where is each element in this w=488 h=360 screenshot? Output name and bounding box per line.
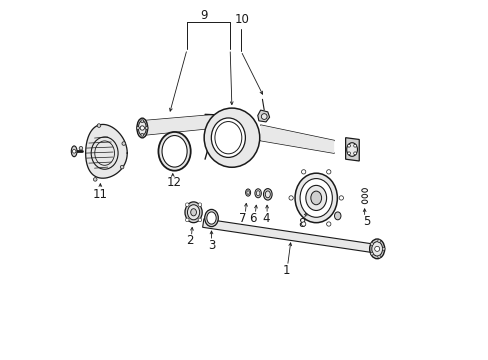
- Ellipse shape: [310, 191, 321, 205]
- Circle shape: [374, 246, 379, 251]
- Text: 2: 2: [186, 234, 193, 247]
- Ellipse shape: [71, 146, 77, 157]
- Circle shape: [198, 218, 201, 222]
- Circle shape: [353, 152, 356, 155]
- Polygon shape: [260, 125, 333, 153]
- Circle shape: [377, 239, 380, 242]
- Ellipse shape: [245, 189, 250, 196]
- Circle shape: [185, 203, 189, 207]
- Circle shape: [326, 170, 330, 174]
- Circle shape: [120, 165, 123, 169]
- Ellipse shape: [294, 173, 337, 223]
- Ellipse shape: [254, 189, 261, 198]
- Ellipse shape: [300, 179, 332, 217]
- Polygon shape: [202, 219, 372, 252]
- Ellipse shape: [204, 210, 218, 226]
- Text: 7: 7: [239, 212, 246, 225]
- Circle shape: [353, 144, 356, 147]
- Circle shape: [122, 142, 125, 145]
- Circle shape: [141, 134, 143, 136]
- Ellipse shape: [162, 135, 187, 167]
- Circle shape: [145, 127, 148, 130]
- Circle shape: [97, 124, 101, 127]
- Ellipse shape: [203, 108, 259, 167]
- Ellipse shape: [187, 205, 199, 220]
- Circle shape: [141, 120, 143, 123]
- Polygon shape: [85, 125, 127, 178]
- Ellipse shape: [206, 212, 216, 224]
- Polygon shape: [345, 138, 359, 161]
- Polygon shape: [257, 110, 269, 122]
- Text: 4: 4: [262, 212, 269, 225]
- Ellipse shape: [246, 191, 249, 194]
- Circle shape: [301, 170, 305, 174]
- Circle shape: [339, 196, 343, 200]
- Polygon shape: [142, 115, 214, 135]
- Text: 6: 6: [248, 212, 256, 225]
- Circle shape: [185, 218, 189, 222]
- Circle shape: [136, 127, 139, 130]
- Ellipse shape: [138, 121, 146, 135]
- Circle shape: [198, 203, 201, 207]
- Circle shape: [72, 149, 76, 153]
- Circle shape: [301, 222, 305, 226]
- Text: 11: 11: [93, 188, 108, 201]
- Text: 3: 3: [207, 239, 215, 252]
- Text: 9: 9: [200, 9, 208, 22]
- Circle shape: [79, 147, 82, 150]
- Circle shape: [326, 222, 330, 226]
- Ellipse shape: [137, 118, 147, 138]
- Ellipse shape: [211, 118, 245, 157]
- Circle shape: [261, 114, 266, 120]
- Text: 5: 5: [362, 215, 369, 228]
- Text: 12: 12: [167, 176, 182, 189]
- Text: 8: 8: [298, 216, 305, 230]
- Circle shape: [347, 152, 350, 155]
- Circle shape: [382, 247, 384, 250]
- Circle shape: [93, 177, 97, 181]
- Ellipse shape: [256, 191, 260, 196]
- Text: 10: 10: [234, 13, 249, 26]
- Circle shape: [370, 243, 373, 246]
- Circle shape: [140, 126, 144, 130]
- Circle shape: [347, 144, 350, 147]
- Circle shape: [370, 252, 373, 255]
- Ellipse shape: [346, 143, 357, 156]
- Ellipse shape: [265, 191, 270, 198]
- Text: 1: 1: [282, 264, 289, 277]
- Ellipse shape: [369, 239, 384, 259]
- Ellipse shape: [334, 212, 340, 220]
- Ellipse shape: [184, 202, 202, 223]
- Ellipse shape: [158, 132, 190, 171]
- Circle shape: [288, 196, 293, 200]
- Ellipse shape: [305, 185, 326, 211]
- Ellipse shape: [371, 242, 382, 256]
- Ellipse shape: [263, 189, 271, 200]
- Circle shape: [377, 255, 380, 258]
- Ellipse shape: [190, 209, 196, 216]
